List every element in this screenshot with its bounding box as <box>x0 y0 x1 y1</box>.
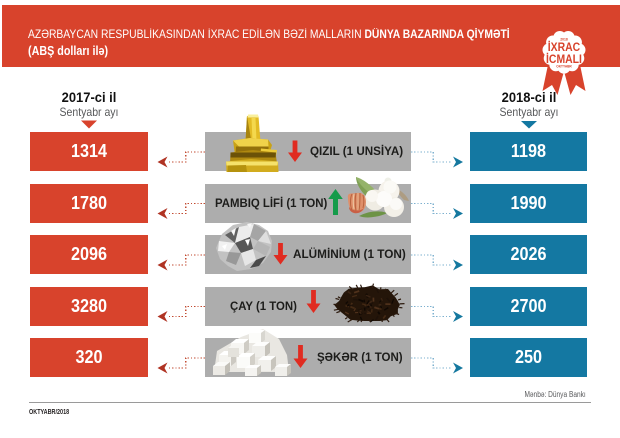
svg-text:İXRAC: İXRAC <box>548 40 580 54</box>
svg-text:OKTYABR: OKTYABR <box>556 65 572 69</box>
svg-text:İCMALI: İCMALI <box>546 52 582 66</box>
svg-text:2018: 2018 <box>560 38 568 42</box>
